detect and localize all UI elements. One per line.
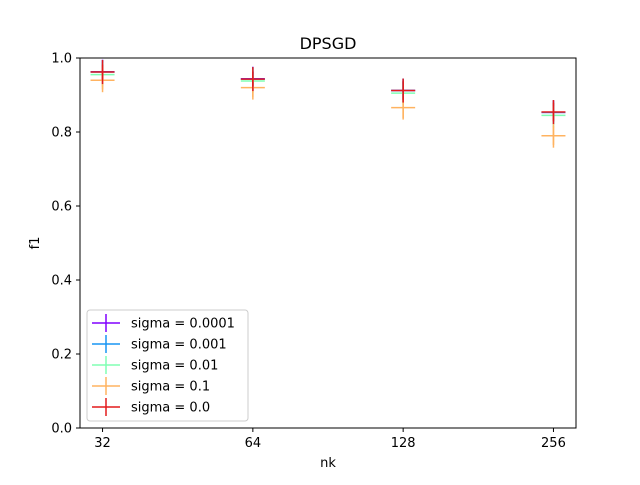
legend-entries: sigma = 0.0001 sigma = 0.001 sigma = 0.01 s… [92, 314, 235, 416]
legend-swatch [92, 335, 120, 353]
ticks-layer: 32 64 128 256 0.0 0.2 0.4 0.6 0.8 1.0 [51, 52, 566, 452]
data-point [240, 67, 265, 92]
y-tick-label: 0.4 [51, 274, 72, 289]
y-tick-label: 1.0 [51, 52, 72, 67]
y-axis-label: f1 [28, 237, 43, 250]
x-tick-label: 64 [245, 436, 262, 451]
y-tick-label: 0.8 [51, 126, 72, 141]
x-axis-label: nk [320, 456, 336, 471]
legend-swatch [92, 356, 120, 374]
data-point [541, 123, 566, 148]
legend-swatch [92, 377, 120, 395]
y-tick-label: 0.6 [51, 200, 72, 215]
x-tick-label: 128 [391, 436, 416, 451]
legend-label: sigma = 0.001 [131, 338, 227, 353]
x-tick-label: 256 [541, 436, 566, 451]
legend-label: sigma = 0.0 [131, 401, 210, 416]
data-point [541, 100, 566, 125]
legend-entry-3: sigma = 0.1 [92, 377, 210, 395]
marks-layer [90, 59, 566, 148]
legend-swatch [92, 314, 120, 332]
axes-frame [79, 57, 577, 429]
series-4 [90, 60, 566, 125]
legend-label: sigma = 0.0001 [131, 317, 235, 332]
legend-label: sigma = 0.01 [131, 359, 218, 374]
legend: sigma = 0.0001 sigma = 0.001 sigma = 0.01 s… [86, 309, 249, 422]
data-point [90, 60, 115, 85]
legend-entry-2: sigma = 0.01 [92, 356, 218, 374]
legend-entry-0: sigma = 0.0001 [92, 314, 235, 332]
legend-entry-4: sigma = 0.0 [92, 398, 210, 416]
data-point [391, 78, 416, 103]
legend-label: sigma = 0.1 [131, 380, 210, 395]
legend-entry-1: sigma = 0.001 [92, 335, 227, 353]
y-tick-label: 0.0 [51, 422, 72, 437]
chart-title: DPSGD [300, 34, 357, 53]
x-tick-label: 32 [94, 436, 111, 451]
legend-swatch [92, 398, 120, 416]
legend-box [86, 309, 249, 422]
y-tick-label: 0.2 [51, 348, 72, 363]
